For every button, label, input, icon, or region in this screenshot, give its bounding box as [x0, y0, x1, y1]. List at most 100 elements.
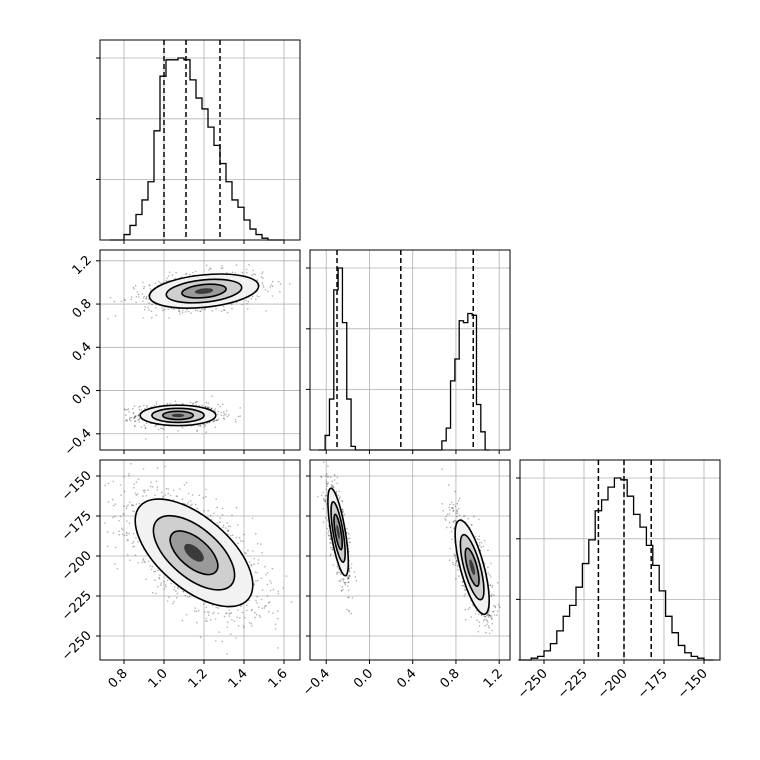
scatter-panel-2-point	[127, 504, 129, 506]
scatter-panel-2-point	[274, 623, 277, 625]
scatter-panel-1-point	[147, 298, 150, 300]
hist-panel-3: −250 −225 −200 −175 −150	[515, 459, 721, 702]
scatter-panel-2-point	[156, 467, 159, 469]
scatter-panel-2-point	[142, 489, 145, 492]
scatter-panel-1-point	[237, 415, 240, 418]
scatter-panel-1-point	[170, 307, 173, 310]
scatter-panel-3-point	[452, 561, 454, 564]
scatter-panel-3-point	[351, 597, 354, 599]
scatter-panel-3-point	[331, 548, 334, 551]
scatter-panel-2-point	[237, 524, 239, 526]
scatter-panel-1-point	[148, 284, 151, 286]
scatter-panel-2-point	[264, 565, 266, 568]
scatter-panel-1-point	[226, 272, 228, 274]
scatter-panel-2-point	[181, 498, 184, 500]
scatter-panel-1-point	[223, 305, 225, 308]
scatter-panel-1-ytick-label: 0.8	[70, 296, 95, 321]
scatter-panel-1-point	[212, 420, 215, 423]
scatter-panel-1-point	[138, 418, 140, 421]
scatter-panel-2-point	[163, 581, 165, 583]
scatter-panel-1-point	[222, 417, 225, 420]
scatter-panel-2-point	[129, 559, 131, 561]
scatter-panel-3-point	[329, 541, 331, 544]
scatter-panel-1-point	[127, 408, 130, 410]
scatter-panel-2-point	[135, 503, 138, 506]
scatter-panel-2-point	[123, 476, 125, 478]
scatter-panel-1-point	[139, 418, 141, 420]
scatter-panel-2-point	[261, 551, 263, 554]
scatter-panel-2-point	[184, 594, 187, 597]
scatter-panel-2-point	[156, 585, 159, 588]
scatter-panel-2-point	[222, 526, 224, 529]
scatter-panel-3-point	[342, 588, 344, 591]
scatter-panel-3-point	[326, 473, 328, 475]
scatter-panel-3-point	[442, 509, 444, 512]
scatter-panel-3-point	[326, 527, 329, 530]
scatter-panel-3-point	[320, 476, 323, 479]
scatter-panel-3-point	[454, 520, 457, 522]
scatter-panel-2-point	[179, 488, 181, 490]
scatter-panel-2-point	[126, 534, 128, 537]
scatter-panel-1-point	[142, 297, 145, 299]
scatter-panel-2-contour	[169, 530, 219, 576]
scatter-panel-1-point	[140, 426, 143, 429]
scatter-panel-1-point	[250, 297, 253, 300]
scatter-panel-2-point	[185, 481, 188, 484]
scatter-panel-2-point	[205, 606, 208, 609]
scatter-panel-3-point	[348, 532, 350, 535]
scatter-panel-1-point	[223, 414, 225, 417]
scatter-panel-3-point	[463, 595, 466, 597]
scatter-panel-2-point	[172, 602, 174, 605]
scatter-panel-3-point	[336, 571, 338, 574]
scatter-panel-1-point	[180, 276, 183, 278]
scatter-panel-1-point	[201, 308, 203, 311]
scatter-panel-2-point	[118, 520, 120, 522]
scatter-panel-1-point	[217, 403, 219, 406]
scatter-panel-2-xtick-label: 1.0	[146, 666, 171, 691]
scatter-panel-1-point	[214, 419, 216, 422]
scatter-panel-2-point	[122, 533, 124, 536]
scatter-panel-3-point	[457, 569, 459, 571]
scatter-panel-2-point	[158, 578, 161, 580]
scatter-panel-1-point	[231, 307, 233, 310]
hist-panel-1-frame	[99, 39, 301, 241]
scatter-panel-3-point	[355, 579, 358, 582]
scatter-panel-1-point	[128, 411, 130, 413]
scatter-panel-3-point	[344, 581, 346, 584]
scatter-panel-1-point	[146, 404, 148, 407]
scatter-panel-3-point	[491, 617, 493, 620]
scatter-panel-2-point	[217, 612, 219, 615]
scatter-panel-2-point	[237, 542, 239, 545]
scatter-panel-1-point	[194, 401, 197, 404]
scatter-panel-2-point	[250, 609, 253, 612]
scatter-panel-3-point	[348, 537, 351, 540]
scatter-panel-2-point	[119, 484, 122, 486]
scatter-panel-1-point	[113, 300, 116, 303]
scatter-panel-3-point	[342, 578, 344, 580]
scatter-panel-1-point	[220, 411, 223, 414]
scatter-panel-2-point	[133, 545, 136, 548]
scatter-panel-1-point	[185, 311, 187, 313]
scatter-panel-3-point	[491, 586, 493, 589]
scatter-panel-1-point	[163, 309, 166, 311]
scatter-panel-1-point	[145, 297, 147, 300]
scatter-panel-2-point	[226, 652, 228, 655]
scatter-panel-2-point	[211, 604, 214, 606]
scatter-panel-1-point	[252, 269, 254, 272]
scatter-panel-2-point	[260, 577, 263, 579]
scatter-panel-2-point	[250, 564, 252, 566]
scatter-panel-2-point	[235, 506, 238, 509]
scatter-panel-2-point	[272, 612, 274, 614]
scatter-panel-1-point	[246, 271, 248, 274]
scatter-panel-1-point	[134, 420, 137, 422]
scatter-panel-2-point	[165, 488, 168, 490]
scatter-panel-1-point	[143, 407, 146, 410]
scatter-panel-1-point	[130, 298, 132, 301]
scatter-panel-3-point	[455, 577, 457, 580]
scatter-panel-1-point	[169, 402, 171, 405]
scatter-panel-1-point	[145, 295, 148, 298]
scatter-panel-2-point	[145, 495, 148, 497]
scatter-panel-1-point	[191, 403, 194, 405]
scatter-panel-3-point	[484, 615, 487, 618]
scatter-panel-2-point	[219, 521, 221, 523]
